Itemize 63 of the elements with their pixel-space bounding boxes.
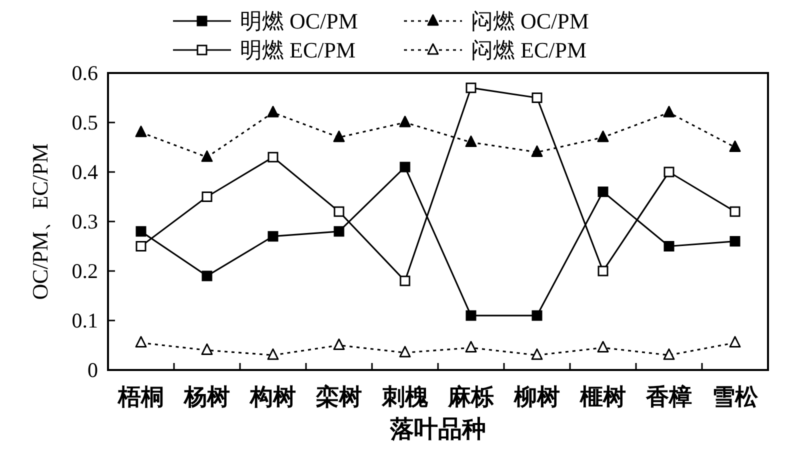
point — [268, 152, 278, 162]
point — [598, 186, 608, 198]
point — [730, 206, 740, 217]
point — [135, 126, 147, 138]
y-tick-label: 0.3 — [72, 210, 98, 234]
x-tick-label: 榧树 — [579, 384, 626, 410]
point — [664, 166, 674, 178]
point — [201, 343, 213, 355]
point — [136, 241, 146, 252]
x-tick-label: 梧桐 — [117, 384, 164, 410]
point — [399, 346, 411, 358]
legend-label: 闷燃 OC/PM — [471, 8, 589, 34]
point — [597, 130, 609, 142]
point — [466, 310, 476, 321]
point — [465, 340, 477, 352]
point — [334, 226, 344, 237]
y-tick-label: 0.6 — [72, 61, 98, 85]
point — [399, 116, 411, 128]
point — [729, 336, 741, 348]
point — [730, 236, 740, 247]
point — [201, 150, 213, 162]
point — [465, 136, 477, 148]
point — [135, 336, 147, 348]
point — [334, 206, 344, 217]
point — [466, 82, 476, 94]
y-tick-label: 0 — [88, 358, 98, 382]
point — [729, 140, 741, 152]
point — [400, 276, 410, 286]
point — [597, 340, 609, 352]
point — [333, 338, 345, 350]
point — [268, 231, 278, 242]
x-tick-label: 构树 — [249, 384, 296, 410]
point — [531, 348, 543, 360]
point — [202, 192, 212, 202]
point — [267, 348, 279, 360]
x-tick-label: 香樟 — [645, 384, 692, 410]
y-tick-label: 0.1 — [72, 308, 98, 332]
y-axis-title: OC/PM、EC/PM — [28, 143, 52, 300]
x-tick-label: 栾树 — [315, 384, 362, 410]
x-tick-label: 柳树 — [513, 384, 560, 410]
y-tick-label: 0.5 — [72, 110, 98, 134]
point — [598, 266, 608, 276]
point — [333, 130, 345, 142]
point — [267, 106, 279, 118]
point — [532, 92, 542, 103]
point — [532, 310, 542, 321]
legend-label: 闷燃 EC/PM — [471, 38, 587, 62]
point — [664, 241, 674, 252]
legend-label: 明燃 EC/PM — [240, 38, 356, 62]
point — [663, 106, 675, 118]
point — [136, 226, 146, 237]
x-tick-label: 杨树 — [183, 384, 230, 410]
point — [531, 145, 543, 157]
y-tick-label: 0.2 — [72, 259, 98, 283]
x-axis-title: 落叶品种 — [389, 416, 486, 443]
x-tick-label: 刺槐 — [381, 384, 428, 410]
x-tick-label: 麻栎 — [447, 384, 494, 410]
x-tick-label: 雪松 — [712, 384, 759, 410]
point — [400, 162, 410, 172]
point — [202, 270, 212, 282]
y-tick-label: 0.4 — [72, 160, 98, 184]
legend-label: 明燃 OC/PM — [240, 8, 358, 34]
point — [663, 348, 675, 360]
